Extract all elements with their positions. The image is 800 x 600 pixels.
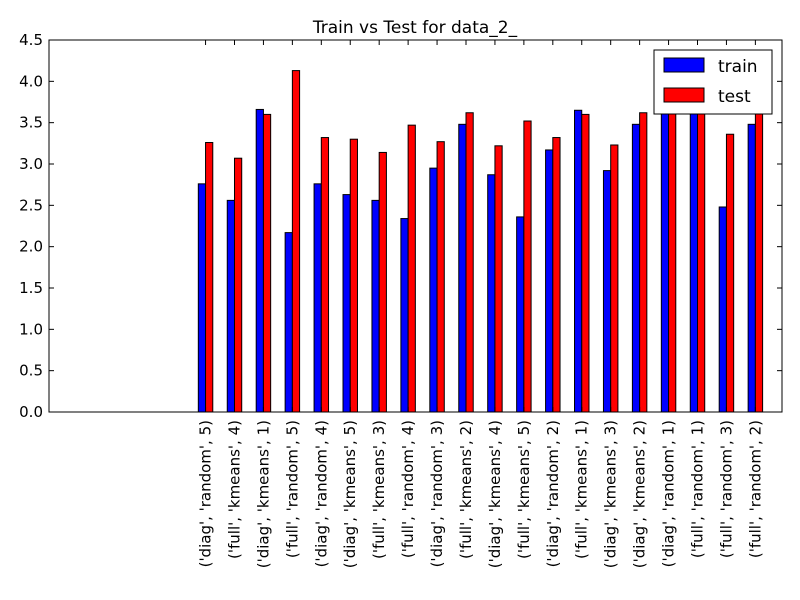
bar-train-3: [284, 232, 293, 413]
bar-test-15: [639, 112, 648, 413]
x-tick-label-1: ('full', 'kmeans', 4): [225, 420, 243, 559]
bar-train-16: [660, 112, 670, 413]
y-tick-label-8: 4.0: [19, 72, 43, 90]
bar-test-17: [697, 112, 706, 413]
legend-swatch-test: [663, 87, 705, 103]
y-axis: 0.0 0.5 1.0 1.5 2.0 2.5 3.0 3.5 4.0 4.5: [19, 31, 782, 421]
bar-train-12: [545, 149, 554, 413]
x-tick-label-16: ('diag', 'random', 1): [660, 420, 678, 567]
x-tick-label-14: ('diag', 'kmeans', 3): [602, 420, 620, 568]
x-tick-label-4: ('diag', 'random', 4): [312, 420, 330, 567]
y-tick-label-7: 3.5: [19, 114, 43, 132]
y-tick-label-0: 0.0: [19, 403, 43, 421]
bar-test-18: [725, 133, 735, 413]
y-tick-label-3: 1.5: [19, 279, 43, 297]
x-tick-label-3: ('full', 'random', 5): [283, 420, 301, 558]
bar-test-13: [581, 113, 590, 413]
bar-test-1: [233, 157, 243, 413]
bar-train-4: [313, 183, 322, 413]
bar-test-19: [754, 112, 764, 413]
legend-label-test: test: [718, 87, 751, 107]
bar-test-6: [378, 151, 387, 413]
x-tick-label-0: ('diag', 'random', 5): [197, 420, 215, 567]
y-tick-label-5: 2.5: [19, 196, 43, 214]
bar-train-11: [516, 216, 525, 413]
x-tick-label-17: ('full', 'random', 1): [689, 420, 707, 558]
bar-test-16: [668, 112, 677, 413]
y-tick-label-9: 4.5: [19, 31, 43, 49]
bar-train-17: [689, 112, 699, 413]
bar-train-13: [574, 109, 583, 413]
x-tick-label-11: ('full', 'kmeans', 5): [515, 420, 533, 559]
bar-train-14: [602, 170, 612, 413]
x-tick-label-8: ('diag', 'random', 3): [428, 420, 446, 567]
bar-test-3: [291, 70, 301, 413]
bar-test-10: [494, 145, 503, 413]
bar-test-4: [320, 137, 330, 413]
x-tick-label-15: ('diag', 'kmeans', 2): [631, 420, 649, 568]
bar-test-7: [407, 124, 416, 413]
bar-test-8: [436, 141, 445, 413]
legend-swatch-train: [663, 57, 705, 73]
bar-train-19: [747, 123, 756, 413]
x-tick-label-13: ('full', 'kmeans', 1): [573, 420, 591, 559]
y-tick-label-4: 2.0: [19, 238, 43, 256]
bar-train-9: [458, 123, 467, 413]
legend-label-train: train: [718, 57, 758, 77]
plot-area-frame: [48, 39, 783, 413]
x-tick-label-19: ('full', 'random', 2): [746, 420, 764, 558]
bar-train-2: [255, 108, 264, 413]
bar-train-1: [226, 199, 235, 413]
x-tick-label-12: ('diag', 'random', 2): [544, 420, 562, 567]
bar-train-5: [342, 194, 351, 413]
bar-train-18: [718, 206, 727, 413]
bar-train-7: [400, 218, 409, 413]
x-tick-label-9: ('full', 'kmeans', 2): [457, 420, 475, 559]
x-axis: ('diag', 'random', 5) ('full', 'kmeans', …: [197, 40, 764, 568]
x-tick-label-7: ('full', 'random', 4): [399, 420, 417, 558]
bar-test-2: [262, 113, 272, 413]
bar-test-12: [552, 137, 561, 413]
x-tick-label-2: ('diag', 'kmeans', 1): [254, 420, 272, 568]
y-tick-label-1: 0.5: [19, 362, 43, 380]
bar-test-0: [205, 142, 214, 413]
bar-train-15: [631, 123, 641, 413]
bar-test-11: [523, 120, 532, 413]
x-tick-label-5: ('diag', 'kmeans', 5): [341, 420, 359, 568]
y-tick-label-6: 3.0: [19, 155, 43, 173]
bar-train-0: [197, 183, 207, 413]
x-tick-label-6: ('full', 'kmeans', 3): [370, 420, 388, 559]
bar-train-8: [429, 167, 438, 413]
bar-test-9: [465, 112, 474, 413]
y-tick-label-2: 1.0: [19, 320, 43, 338]
bar-train-6: [371, 199, 380, 413]
legend: train test: [653, 49, 773, 115]
chart-title: Train vs Test for data_2_: [312, 18, 518, 38]
bar-test-14: [610, 144, 619, 413]
bar-test-5: [349, 138, 358, 413]
x-tick-label-10: ('diag', 'kmeans', 4): [486, 420, 504, 568]
bar-train-10: [487, 174, 496, 413]
x-tick-label-18: ('full', 'random', 3): [717, 420, 735, 558]
